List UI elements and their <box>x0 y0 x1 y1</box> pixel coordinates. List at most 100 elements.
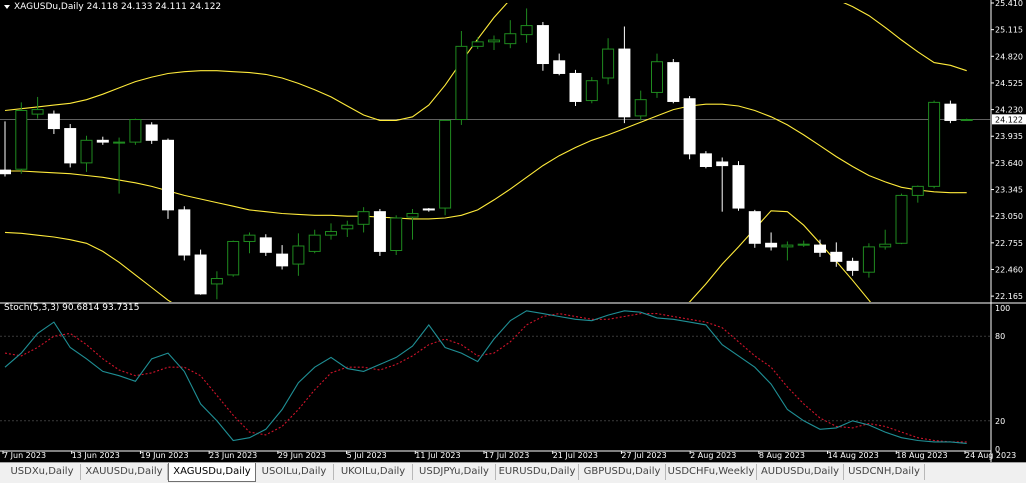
candle-body <box>797 243 810 246</box>
tab-usdcnh-daily[interactable]: USDCNH,Daily <box>844 464 925 480</box>
candle-body <box>634 99 647 117</box>
price-tick-label: 23.640 <box>995 159 1023 168</box>
candle-body <box>765 242 778 248</box>
stoch-tick-label: 0 <box>995 445 1000 454</box>
tab-eurusdu-daily[interactable]: EURUSDu,Daily <box>496 464 579 480</box>
candle <box>814 239 826 257</box>
candle-body <box>716 161 729 167</box>
tab-usdchfu-weekly[interactable]: USDCHFu,Weekly <box>666 464 757 480</box>
date-label: 17 Jul 2023 <box>484 451 529 460</box>
candle-body <box>422 208 435 211</box>
main-plot-area <box>0 3 973 302</box>
tab-usdxu-daily[interactable]: USDXu,Daily <box>4 464 81 480</box>
tab-audusdu-daily[interactable]: AUDUSDu,Daily <box>757 464 844 480</box>
candle-body <box>47 113 60 130</box>
tab-xauusdu-daily[interactable]: XAUUSDu,Daily <box>81 464 168 480</box>
candle-body <box>325 231 337 236</box>
tab-xagusdu-daily[interactable]: XAGUSDu,Daily <box>168 463 256 482</box>
candle-body <box>243 234 256 242</box>
candle <box>536 21 549 71</box>
bollinger-lower-line <box>4 210 872 302</box>
tab-ukoilu-daily[interactable]: UKOILu,Daily <box>334 464 413 480</box>
main-chart-header: XAGUSDu,Daily 24.118 24.133 24.111 24.12… <box>14 2 221 12</box>
date-label: 5 Jul 2023 <box>347 451 387 460</box>
candle-body <box>928 101 941 187</box>
price-tick-label: 25.410 <box>995 0 1023 8</box>
candle <box>325 223 337 240</box>
candle-body <box>879 243 892 248</box>
price-tick-label: 23.345 <box>995 186 1023 195</box>
date-label: 23 Jun 2023 <box>209 451 257 460</box>
candle-body <box>178 209 191 256</box>
candle <box>781 241 794 261</box>
candle-body <box>113 141 126 144</box>
current-price-box <box>992 114 1026 125</box>
candle-body <box>911 185 924 196</box>
candle <box>928 100 941 189</box>
candle-body <box>308 234 321 252</box>
date-label: 21 Jul 2023 <box>553 451 598 460</box>
candle <box>911 185 924 203</box>
candle-body <box>520 25 533 36</box>
tab-usdjpyu-daily[interactable]: USDJPYu,Daily <box>413 464 496 480</box>
candle <box>439 119 452 216</box>
candle-body <box>732 165 745 209</box>
candle <box>0 121 11 177</box>
candle-body <box>64 128 77 164</box>
price-tick-label: 24.525 <box>995 79 1023 88</box>
stoch-signal-line <box>4 313 967 443</box>
candle-body <box>699 153 712 168</box>
candle <box>797 240 810 247</box>
date-label: 27 Jul 2023 <box>621 451 666 460</box>
stoch-header: Stoch(5,3,3) 90.6814 93.7315 <box>4 303 140 313</box>
bollinger-middle-line <box>5 103 967 220</box>
candle <box>732 161 745 211</box>
candle <box>80 135 93 172</box>
date-label: 7 Jun 2023 <box>3 451 46 460</box>
candle <box>504 20 517 49</box>
candle-body <box>145 124 158 141</box>
candle <box>210 271 223 300</box>
tab-usoilu-daily[interactable]: USOILu,Daily <box>255 464 334 480</box>
candle <box>699 151 712 169</box>
candle-body <box>748 211 761 244</box>
candle <box>895 193 908 245</box>
candle <box>162 138 174 219</box>
date-label: 24 Aug 2023 <box>965 451 1016 460</box>
candle <box>390 215 403 256</box>
candle-body <box>0 169 11 175</box>
candle <box>618 26 631 124</box>
date-label: 13 Jun 2023 <box>72 451 120 460</box>
date-label: 29 Jun 2023 <box>278 451 326 460</box>
candle <box>64 124 77 168</box>
candle-body <box>569 72 582 102</box>
candle <box>308 229 321 254</box>
candle-body <box>80 139 93 164</box>
candle <box>292 233 305 276</box>
candle <box>602 38 615 85</box>
candle-body <box>814 244 826 253</box>
candle <box>471 37 484 50</box>
candle-body <box>781 244 794 248</box>
candle <box>194 249 207 295</box>
tab-gbpusdu-daily[interactable]: GBPUSDu,Daily <box>579 464 666 480</box>
candle-body <box>618 48 631 118</box>
symbol-dropdown-icon[interactable] <box>4 5 10 9</box>
candle <box>520 8 533 43</box>
candle <box>422 208 435 212</box>
stoch-plot-area <box>0 310 990 444</box>
candle-body <box>960 119 973 122</box>
candle-body <box>292 245 305 265</box>
chart-canvas[interactable]: 25.410 25.115 24.820 24.525 24.230 23.935 23.6… <box>0 0 1026 462</box>
price-tick-label: 22.165 <box>995 292 1023 301</box>
price-tick-label: 22.460 <box>995 265 1023 274</box>
candle-body <box>96 139 109 143</box>
candle-body <box>602 48 615 79</box>
date-label: 8 Aug 2023 <box>759 451 805 460</box>
candle <box>227 240 240 277</box>
candle <box>716 157 729 212</box>
candle-body <box>536 25 549 65</box>
candle <box>145 122 158 144</box>
bollinger-upper-line <box>4 3 967 121</box>
